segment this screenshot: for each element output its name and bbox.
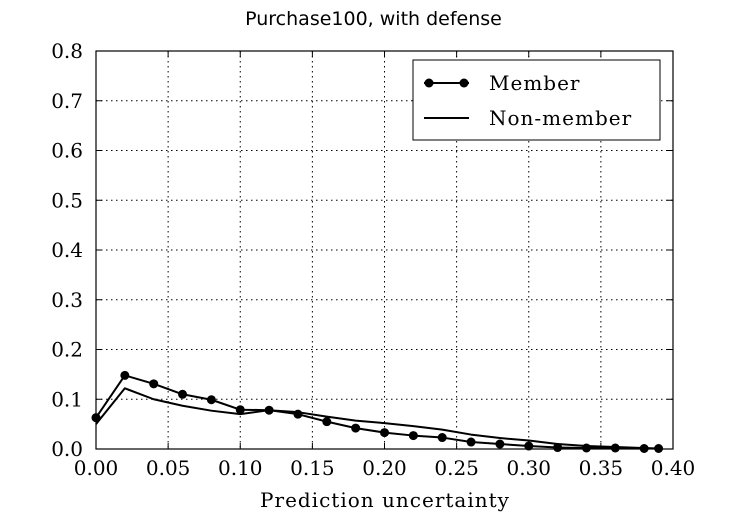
legend: Member Non-member bbox=[412, 59, 661, 141]
x-tick-label: 0.35 bbox=[579, 456, 624, 480]
member-point bbox=[380, 428, 389, 438]
y-tick-label: 0.8 bbox=[51, 39, 83, 63]
member-point bbox=[206, 395, 216, 405]
member-point bbox=[322, 417, 332, 427]
legend-member-label: Member bbox=[489, 71, 580, 95]
member-point bbox=[553, 443, 563, 453]
x-axis-label: Prediction uncertainty bbox=[260, 488, 510, 512]
member-point bbox=[120, 370, 130, 380]
y-tick-label: 0.3 bbox=[51, 288, 83, 312]
legend-member-marker bbox=[459, 78, 469, 88]
y-tick-label: 0.2 bbox=[51, 338, 83, 362]
y-tick-label: 0.6 bbox=[51, 139, 83, 163]
series-layer bbox=[91, 370, 664, 454]
member-line bbox=[95, 374, 659, 450]
axes: 0.00 0.05 0.10 0.15 0.20 0.25 0.30 0.35 0.40 0.0 0… bbox=[51, 39, 695, 480]
member-point bbox=[437, 433, 447, 443]
x-tick-label: 0.10 bbox=[218, 456, 263, 480]
x-tick-label: 0.25 bbox=[434, 456, 479, 480]
non-member-line bbox=[95, 387, 659, 450]
y-tick-label: 0.0 bbox=[51, 437, 83, 461]
member-point bbox=[235, 405, 245, 415]
x-tick-label: 0.00 bbox=[74, 456, 119, 480]
y-tick-label: 0.1 bbox=[51, 387, 83, 411]
member-point bbox=[466, 437, 476, 447]
member-point bbox=[408, 431, 418, 441]
member-point bbox=[524, 441, 534, 451]
chart-title: Purchase100, with defense bbox=[245, 8, 502, 30]
legend-member-marker bbox=[424, 78, 434, 88]
y-tick-label: 0.5 bbox=[51, 188, 83, 212]
x-tick-label: 0.05 bbox=[146, 456, 191, 480]
legend-box bbox=[412, 59, 661, 141]
y-tick-label: 0.4 bbox=[51, 238, 83, 262]
x-tick-label: 0.40 bbox=[651, 456, 696, 480]
member-point bbox=[149, 379, 159, 389]
member-point bbox=[178, 389, 188, 399]
member-point bbox=[351, 423, 361, 433]
legend-nonmember-label: Non-member bbox=[489, 106, 632, 130]
y-tick-label: 0.7 bbox=[51, 89, 83, 113]
member-point bbox=[495, 439, 505, 449]
x-tick-label: 0.20 bbox=[362, 456, 407, 480]
x-tick-label: 0.30 bbox=[506, 456, 551, 480]
x-tick-label: 0.15 bbox=[290, 456, 335, 480]
